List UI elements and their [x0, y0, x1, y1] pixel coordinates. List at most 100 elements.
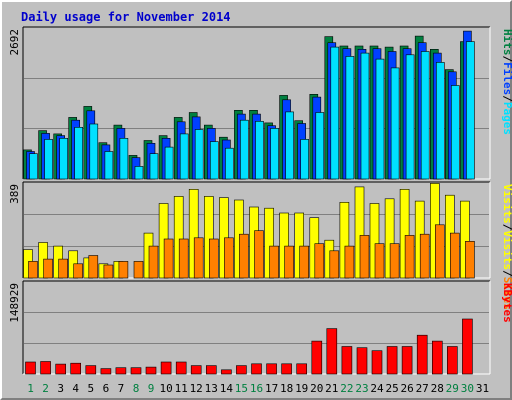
bar-kbytes-day-27 [416, 334, 428, 375]
bar-pages-day-23 [360, 52, 370, 180]
legend-entry: / [501, 270, 512, 277]
bar-kbytes-day-6 [100, 368, 112, 375]
bar-pages-day-11 [179, 133, 189, 180]
bar-kbytes-day-11 [175, 361, 187, 375]
bar-pages-day-3 [59, 138, 69, 180]
bar-kbytes-day-20 [311, 340, 323, 375]
legend-entry: Files [501, 62, 512, 95]
bar-sites-day-16 [254, 230, 264, 279]
bar-sites-day-26 [404, 235, 415, 279]
bar-kbytes-day-2 [40, 361, 51, 375]
bar-kbytes-day-8 [130, 367, 142, 375]
bar-kbytes-day-15 [236, 365, 247, 375]
bar-pages-day-29 [450, 85, 460, 180]
x-tick-label-day-26: 26 [400, 382, 413, 395]
x-tick-label-day-23: 23 [355, 382, 368, 395]
bar-kbytes-day-29 [446, 346, 458, 375]
bar-sites-day-23 [359, 235, 370, 279]
bar-sites-day-24 [374, 243, 385, 279]
bar-kbytes-day-26 [401, 346, 413, 375]
legend-entry: Visits [501, 184, 512, 224]
bar-pages-day-14 [225, 147, 234, 180]
bar-sites-day-21 [329, 250, 340, 279]
bar-sites-day-19 [299, 245, 310, 279]
bar-kbytes-day-12 [190, 365, 202, 375]
bar-sites-day-4 [73, 263, 83, 279]
x-tick-label-day-19: 19 [295, 382, 308, 395]
bar-kbytes-day-4 [70, 362, 81, 375]
bar-pages-day-6 [104, 151, 114, 180]
bar-visits-day-22 [339, 202, 350, 279]
bar-pages-day-27 [420, 51, 430, 180]
bar-sites-day-7 [118, 261, 129, 279]
x-tick-label-day-12: 12 [190, 382, 203, 395]
bar-pages-day-16 [255, 121, 264, 180]
bar-pages-day-28 [435, 62, 445, 180]
x-tick-label-day-24: 24 [370, 382, 384, 395]
bar-kbytes-day-23 [356, 347, 368, 375]
x-tick-label-day-31: 31 [476, 382, 489, 395]
x-tick-label-day-13: 13 [205, 382, 218, 395]
bar-sites-day-3 [58, 258, 69, 279]
bar-pages-day-10 [164, 146, 174, 180]
bar-kbytes-day-3 [55, 363, 67, 375]
panel-bottom-ymax-label: 148929 [8, 283, 21, 323]
x-tick-label-day-22: 22 [340, 382, 353, 395]
bar-pages-day-1 [29, 153, 38, 180]
bar-sites-day-1 [28, 261, 38, 279]
bar-kbytes-day-9 [145, 366, 157, 375]
panel-middle-ymax-label: 389 [8, 184, 21, 204]
bar-pages-day-15 [240, 119, 249, 180]
bar-kbytes-day-14 [221, 369, 232, 375]
bar-pages-day-22 [345, 56, 355, 180]
x-tick-label-day-18: 18 [280, 382, 293, 395]
bar-kbytes-day-16 [251, 363, 262, 375]
bar-visits-day-12 [188, 189, 199, 279]
bar-kbytes-day-30 [462, 318, 473, 375]
x-tick-label-day-5: 5 [87, 382, 94, 395]
bar-kbytes-day-19 [296, 363, 308, 375]
bar-pages-day-20 [315, 112, 325, 180]
bar-pages-day-24 [375, 58, 385, 180]
x-tick-label-day-14: 14 [220, 382, 234, 395]
bar-pages-day-4 [74, 127, 83, 180]
bar-sites-day-29 [449, 232, 460, 279]
legend-entry: / [501, 56, 512, 63]
legend-entry: KBytes [501, 283, 512, 323]
legend-entry: / [501, 95, 512, 102]
x-tick-label-day-17: 17 [265, 382, 278, 395]
bar-sites-day-12 [193, 237, 204, 279]
bar-pages-day-21 [330, 46, 340, 180]
legend-entry: Sites [501, 277, 512, 310]
panel-middle-legend: Visits/Visits/Sites [501, 184, 512, 310]
bar-sites-day-8 [133, 261, 144, 279]
x-tick-label-day-11: 11 [175, 382, 188, 395]
bar-pages-day-19 [300, 139, 310, 180]
bar-pages-day-13 [210, 141, 219, 180]
bar-kbytes-day-5 [85, 365, 97, 375]
bar-sites-day-2 [43, 258, 53, 279]
bar-sites-day-28 [434, 224, 445, 279]
bar-sites-day-10 [163, 238, 174, 279]
bar-visits-day-19 [294, 212, 305, 279]
x-tick-label-day-25: 25 [385, 382, 398, 395]
bar-pages-day-25 [390, 67, 400, 180]
x-tick-label-day-8: 8 [133, 382, 140, 395]
bar-visits-day-18 [279, 212, 289, 279]
bar-sites-day-9 [148, 245, 159, 279]
bar-sites-day-17 [269, 245, 279, 279]
bar-kbytes-day-18 [281, 363, 292, 375]
bar-sites-day-22 [344, 245, 355, 279]
bar-kbytes-day-7 [115, 367, 127, 375]
panel-top-ymax-label: 2692 [8, 29, 21, 56]
bar-sites-day-18 [284, 245, 294, 279]
bar-kbytes-day-21 [326, 328, 338, 375]
x-tick-label-day-4: 4 [72, 382, 79, 395]
bar-visits-day-25 [384, 198, 395, 279]
bar-pages-day-9 [149, 153, 159, 180]
bar-pages-day-12 [194, 129, 204, 180]
bar-sites-day-11 [178, 238, 189, 279]
bar-sites-day-6 [103, 264, 114, 279]
bar-pages-day-17 [270, 128, 279, 180]
bar-sites-day-30 [465, 241, 475, 279]
